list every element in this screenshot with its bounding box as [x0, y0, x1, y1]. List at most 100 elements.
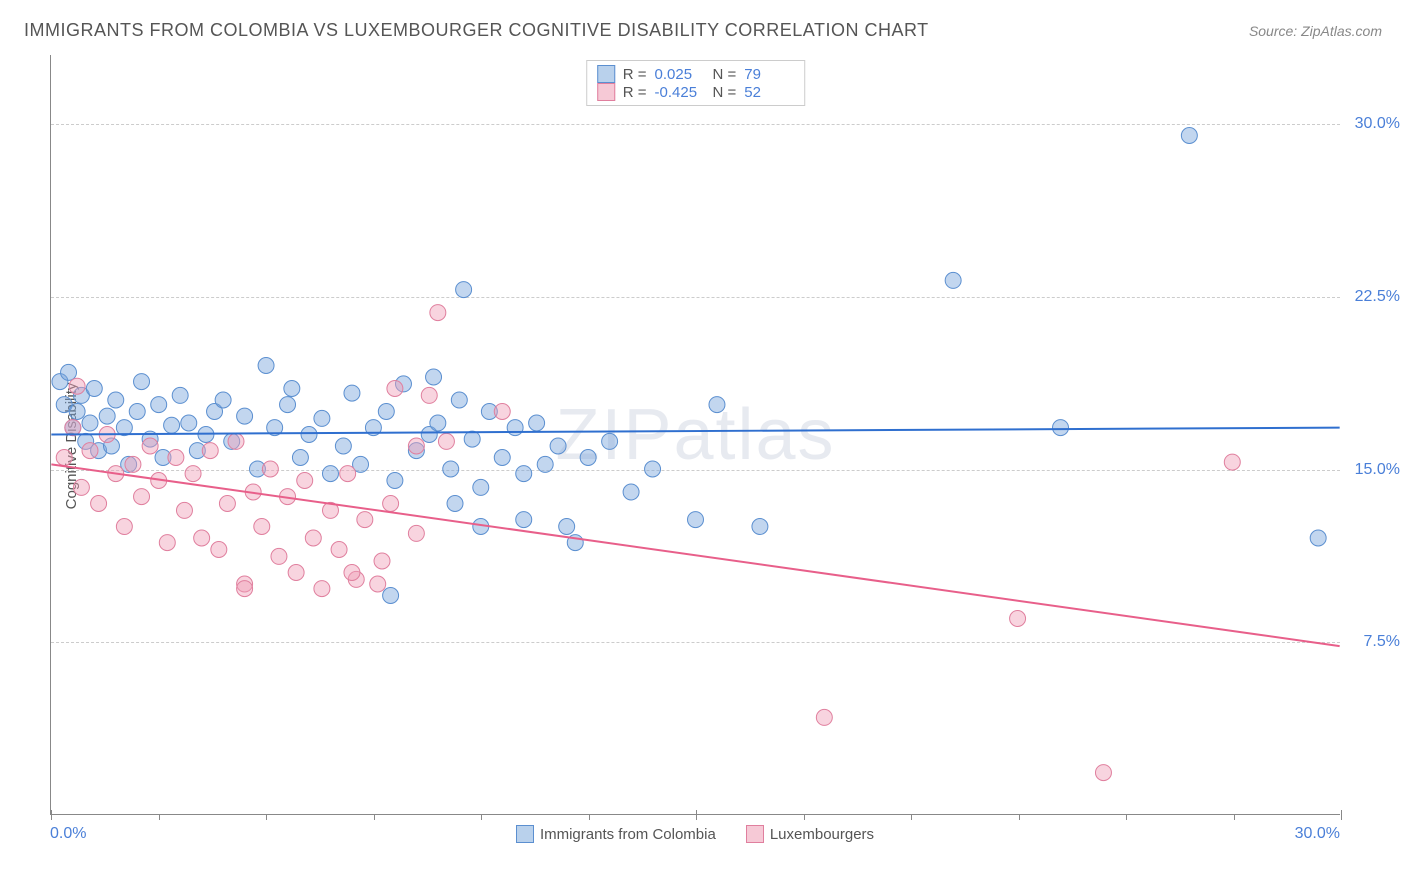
data-point-luxembourg: [142, 438, 158, 454]
data-point-colombia: [451, 392, 467, 408]
legend-label-colombia: Immigrants from Colombia: [540, 826, 716, 843]
data-point-colombia: [82, 415, 98, 431]
data-point-luxembourg: [228, 433, 244, 449]
data-point-colombia: [443, 461, 459, 477]
swatch-colombia: [516, 825, 534, 843]
r-label: R =: [623, 66, 647, 83]
data-point-luxembourg: [271, 548, 287, 564]
data-point-luxembourg: [331, 542, 347, 558]
data-point-colombia: [580, 450, 596, 466]
legend-item-luxembourg: Luxembourgers: [746, 825, 874, 843]
data-point-luxembourg: [374, 553, 390, 569]
data-point-luxembourg: [314, 581, 330, 597]
data-point-luxembourg: [357, 512, 373, 528]
data-point-colombia: [752, 519, 768, 535]
data-point-colombia: [215, 392, 231, 408]
r-label: R =: [623, 84, 647, 101]
data-point-luxembourg: [65, 420, 81, 436]
data-point-luxembourg: [387, 381, 403, 397]
chart-header: IMMIGRANTS FROM COLOMBIA VS LUXEMBOURGER…: [24, 20, 1382, 41]
data-point-colombia: [473, 479, 489, 495]
y-tick-label: 15.0%: [1355, 461, 1400, 479]
x-tick: [804, 814, 805, 820]
data-point-luxembourg: [185, 466, 201, 482]
data-point-colombia: [280, 397, 296, 413]
data-point-luxembourg: [1010, 611, 1026, 627]
data-point-colombia: [292, 450, 308, 466]
data-point-colombia: [344, 385, 360, 401]
data-point-colombia: [134, 374, 150, 390]
data-point-luxembourg: [1095, 765, 1111, 781]
data-point-colombia: [164, 417, 180, 433]
data-point-colombia: [129, 404, 145, 420]
data-point-colombia: [516, 466, 532, 482]
x-tick: [1019, 814, 1020, 820]
data-point-luxembourg: [134, 489, 150, 505]
data-point-colombia: [456, 282, 472, 298]
correlation-row-colombia: R = 0.025 N = 79: [597, 65, 795, 83]
data-point-luxembourg: [211, 542, 227, 558]
data-point-luxembourg: [159, 535, 175, 551]
legend-label-luxembourg: Luxembourgers: [770, 826, 874, 843]
y-tick-label: 30.0%: [1355, 115, 1400, 133]
data-point-luxembourg: [297, 473, 313, 489]
data-point-luxembourg: [344, 565, 360, 581]
swatch-luxembourg: [746, 825, 764, 843]
data-point-colombia: [537, 456, 553, 472]
n-value-colombia: 79: [744, 66, 794, 83]
data-point-colombia: [945, 272, 961, 288]
data-point-luxembourg: [56, 450, 72, 466]
x-tick: [1234, 814, 1235, 820]
x-tick: [1341, 810, 1342, 820]
data-point-colombia: [1181, 128, 1197, 144]
data-point-colombia: [108, 392, 124, 408]
series-legend: Immigrants from Colombia Luxembourgers: [50, 825, 1340, 843]
data-point-luxembourg: [262, 461, 278, 477]
data-point-colombia: [69, 404, 85, 420]
data-point-colombia: [529, 415, 545, 431]
data-point-colombia: [602, 433, 618, 449]
data-point-colombia: [151, 397, 167, 413]
x-tick: [911, 814, 912, 820]
data-point-luxembourg: [421, 387, 437, 403]
data-point-luxembourg: [408, 438, 424, 454]
data-point-colombia: [464, 431, 480, 447]
data-point-colombia: [322, 466, 338, 482]
data-point-luxembourg: [305, 530, 321, 546]
y-tick-label: 7.5%: [1364, 633, 1400, 651]
data-point-luxembourg: [816, 709, 832, 725]
chart-source: Source: ZipAtlas.com: [1249, 23, 1382, 39]
data-point-colombia: [645, 461, 661, 477]
trend-line-colombia: [51, 428, 1339, 435]
data-point-luxembourg: [69, 378, 85, 394]
data-point-colombia: [61, 364, 77, 380]
data-point-colombia: [550, 438, 566, 454]
data-point-luxembourg: [1224, 454, 1240, 470]
data-point-luxembourg: [202, 443, 218, 459]
data-point-colombia: [258, 358, 274, 374]
data-point-colombia: [383, 588, 399, 604]
data-point-colombia: [314, 410, 330, 426]
data-point-luxembourg: [91, 496, 107, 512]
data-point-colombia: [301, 427, 317, 443]
data-point-colombia: [181, 415, 197, 431]
source-prefix: Source:: [1249, 23, 1301, 39]
data-point-luxembourg: [370, 576, 386, 592]
data-point-colombia: [623, 484, 639, 500]
r-value-luxembourg: -0.425: [655, 84, 705, 101]
data-point-luxembourg: [438, 433, 454, 449]
data-point-luxembourg: [237, 581, 253, 597]
data-point-colombia: [709, 397, 725, 413]
data-point-luxembourg: [194, 530, 210, 546]
plot-area: R = 0.025 N = 79 R = -0.425 N = 52 ZIPat…: [50, 55, 1340, 815]
data-point-colombia: [426, 369, 442, 385]
data-point-colombia: [447, 496, 463, 512]
data-point-luxembourg: [408, 525, 424, 541]
x-tick: [266, 814, 267, 820]
n-value-luxembourg: 52: [744, 84, 794, 101]
data-point-colombia: [516, 512, 532, 528]
legend-item-colombia: Immigrants from Colombia: [516, 825, 716, 843]
data-point-luxembourg: [254, 519, 270, 535]
data-point-luxembourg: [176, 502, 192, 518]
r-value-colombia: 0.025: [655, 66, 705, 83]
